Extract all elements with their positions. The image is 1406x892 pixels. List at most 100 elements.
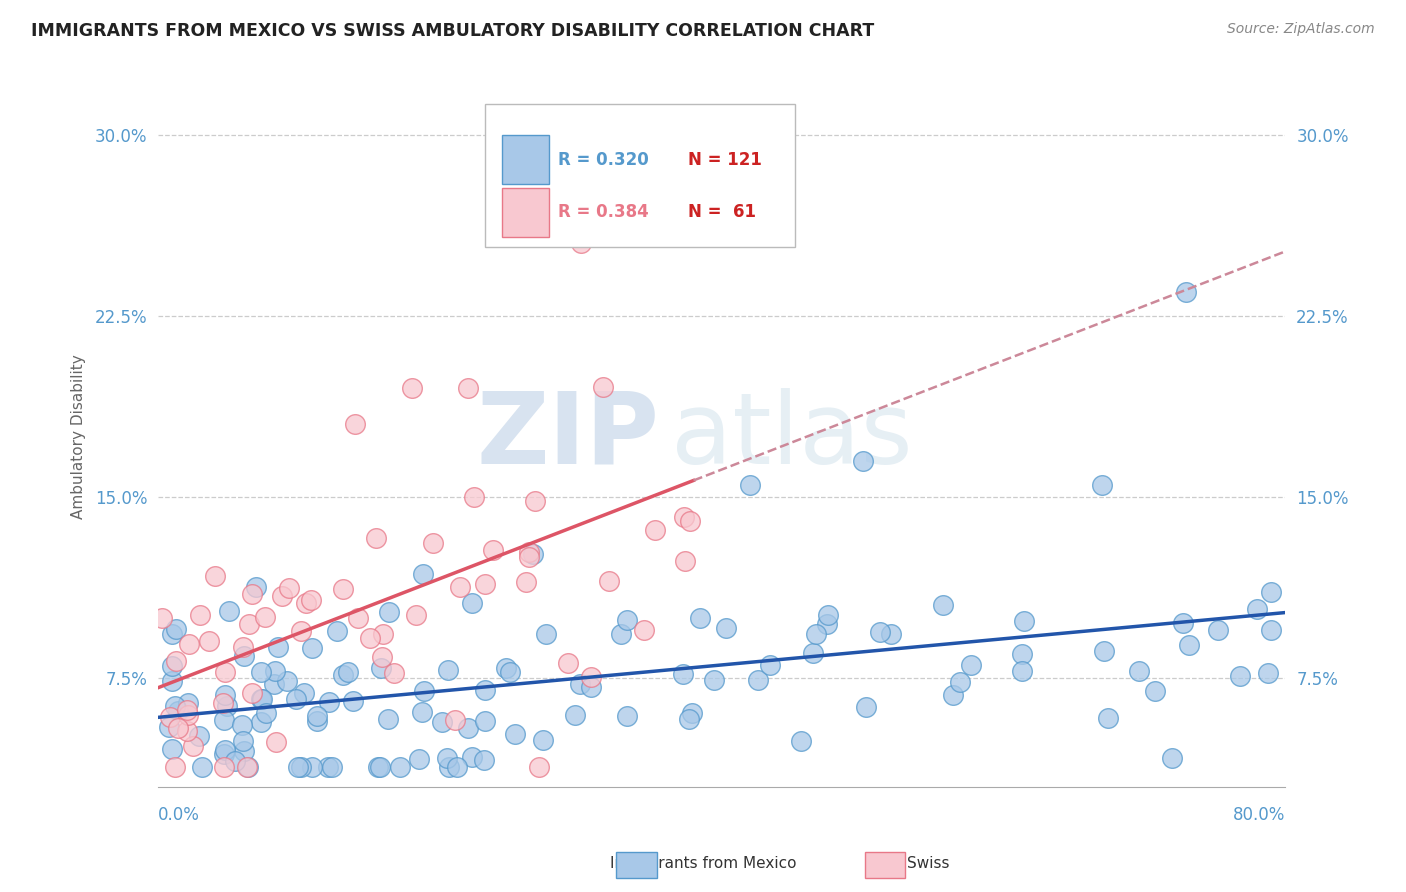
Point: [461, 596, 484, 610]
Point: [1260, 584, 1282, 599]
Point: [804, 626, 827, 640]
Point: [292, 686, 315, 700]
Point: [1229, 669, 1251, 683]
Text: N =  61: N = 61: [688, 203, 756, 221]
Point: [817, 607, 839, 622]
Point: [1092, 644, 1115, 658]
Point: [287, 760, 309, 774]
Point: [482, 543, 505, 558]
Point: [290, 760, 312, 774]
Point: [277, 582, 299, 596]
Point: [264, 735, 287, 749]
Point: [212, 760, 235, 774]
Point: [948, 675, 970, 690]
Point: [232, 640, 254, 655]
Point: [592, 380, 614, 394]
Point: [579, 681, 602, 695]
Point: [581, 669, 603, 683]
Point: [263, 664, 285, 678]
Point: [1208, 623, 1230, 637]
Point: [378, 605, 401, 619]
Point: [503, 727, 526, 741]
Point: [855, 699, 877, 714]
Point: [299, 592, 322, 607]
Point: [270, 589, 292, 603]
Point: [367, 760, 389, 774]
Point: [160, 627, 183, 641]
Point: [231, 717, 253, 731]
Point: [412, 567, 434, 582]
Point: [527, 760, 550, 774]
Point: [249, 692, 271, 706]
Point: [1128, 665, 1150, 679]
Point: [326, 624, 349, 639]
Point: [370, 661, 392, 675]
Point: [439, 760, 461, 774]
Text: Immigrants from Mexico: Immigrants from Mexico: [610, 856, 796, 871]
Point: [1173, 615, 1195, 630]
Point: [318, 760, 340, 774]
Point: [305, 709, 328, 723]
Point: [1012, 615, 1035, 629]
Text: R = 0.320: R = 0.320: [558, 151, 650, 169]
Point: [673, 554, 696, 568]
Point: [191, 760, 214, 774]
Point: [959, 658, 981, 673]
Point: [212, 747, 235, 761]
Point: [633, 623, 655, 637]
Text: Swiss: Swiss: [907, 856, 949, 871]
Point: [214, 665, 236, 679]
Point: [215, 699, 238, 714]
Point: [672, 510, 695, 524]
Point: [377, 712, 399, 726]
Point: [610, 627, 633, 641]
Point: [253, 610, 276, 624]
Point: [347, 611, 370, 625]
FancyBboxPatch shape: [502, 136, 550, 185]
Point: [188, 729, 211, 743]
Point: [801, 646, 824, 660]
FancyBboxPatch shape: [485, 103, 794, 247]
Point: [1011, 664, 1033, 678]
Point: [285, 691, 308, 706]
Point: [436, 750, 458, 764]
Point: [176, 724, 198, 739]
Point: [515, 575, 537, 590]
Point: [408, 752, 430, 766]
Point: [405, 607, 427, 622]
Point: [1011, 647, 1033, 661]
Point: [344, 417, 367, 432]
Point: [364, 531, 387, 545]
Point: [250, 691, 273, 706]
Point: [463, 490, 485, 504]
Point: [495, 661, 517, 675]
Point: [177, 696, 200, 710]
Point: [616, 709, 638, 723]
FancyBboxPatch shape: [502, 188, 550, 237]
Text: 80.0%: 80.0%: [1233, 805, 1285, 824]
Point: [1246, 601, 1268, 615]
Point: [1175, 285, 1198, 299]
Point: [238, 617, 260, 632]
Point: [1097, 710, 1119, 724]
Point: [817, 617, 839, 632]
Point: [616, 613, 638, 627]
Point: [250, 714, 273, 729]
Point: [321, 760, 343, 774]
Point: [267, 640, 290, 655]
Point: [449, 580, 471, 594]
Point: [218, 604, 240, 618]
Point: [294, 596, 316, 610]
Point: [672, 667, 695, 681]
Point: [474, 577, 496, 591]
Point: [162, 659, 184, 673]
Point: [557, 656, 579, 670]
Point: [382, 665, 405, 680]
Point: [569, 676, 592, 690]
Point: [181, 739, 204, 754]
Point: [332, 582, 354, 597]
Text: ZIP: ZIP: [477, 388, 659, 485]
Point: [869, 625, 891, 640]
Point: [318, 695, 340, 709]
Point: [332, 667, 354, 681]
